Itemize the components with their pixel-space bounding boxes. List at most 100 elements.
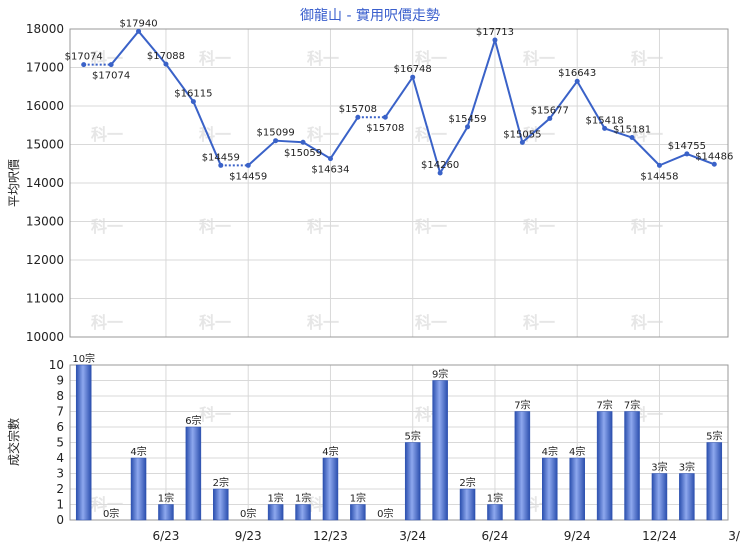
- bar-label: 3宗: [651, 461, 667, 474]
- bar-label: 1宗: [267, 492, 283, 505]
- data-point: [492, 37, 498, 43]
- data-point: [410, 74, 416, 80]
- watermark: 科一: [199, 313, 231, 332]
- y-tick-label: 10000: [26, 330, 64, 344]
- watermark: 科一: [199, 405, 231, 424]
- data-point: [108, 62, 114, 68]
- bar-label: 2宗: [459, 476, 475, 489]
- watermark: 科一: [199, 217, 231, 236]
- bar-label: 4宗: [322, 445, 338, 458]
- data-point: [190, 99, 196, 105]
- x-tick-label: 12/23: [313, 529, 348, 543]
- plot-border: [69, 28, 729, 338]
- data-point: [574, 78, 580, 84]
- bar-label: 7宗: [514, 399, 530, 412]
- series-line-segment: [439, 126, 469, 174]
- y-tick-label: 15000: [26, 138, 64, 152]
- bar: [185, 426, 202, 521]
- bar-label: 1宗: [487, 492, 503, 505]
- series-line-segment: [384, 76, 414, 118]
- data-label: $15459: [448, 114, 486, 125]
- data-point: [218, 162, 224, 168]
- y-tick-label: 14000: [26, 176, 64, 190]
- bar-label: 2宗: [213, 476, 229, 489]
- watermark: 科一: [631, 125, 663, 144]
- data-label: $17074: [65, 52, 103, 63]
- y-tick-label: 4: [56, 451, 64, 465]
- bar: [404, 442, 421, 521]
- data-point: [629, 135, 635, 141]
- data-label: $15099: [257, 128, 295, 139]
- bar-label: 10宗: [72, 352, 95, 365]
- watermark: 科一: [415, 313, 447, 332]
- data-point: [136, 28, 142, 34]
- watermark: 科一: [415, 125, 447, 144]
- y-tick-label: 12000: [26, 253, 64, 267]
- watermark: 科一: [199, 49, 231, 68]
- bar-label: 4宗: [569, 445, 585, 458]
- data-point: [519, 139, 525, 145]
- bar-label: 1宗: [158, 492, 174, 505]
- data-label: $14458: [640, 171, 678, 182]
- series-line-segment: [604, 127, 633, 139]
- watermark: 科一: [523, 313, 555, 332]
- data-label: $17713: [476, 27, 514, 38]
- data-point: [163, 61, 169, 67]
- watermark: 科一: [91, 49, 123, 68]
- plot-border: [69, 364, 729, 521]
- y-tick-label: 13000: [26, 215, 64, 229]
- bar: [295, 504, 311, 521]
- bar: [459, 488, 476, 521]
- bar-label: 6宗: [185, 414, 201, 427]
- price-y-axis-label: 平均呎價: [7, 159, 21, 207]
- bar: [514, 411, 531, 521]
- volume-chart: 科一科一科一科一科一科一0123456789106/239/2312/233/2…: [49, 352, 740, 543]
- data-point: [273, 138, 279, 144]
- series-line-segment: [659, 153, 688, 167]
- series-line-segment: [411, 76, 442, 174]
- bar-label: 0宗: [103, 507, 119, 520]
- data-point: [382, 114, 388, 120]
- data-label: $14459: [202, 152, 240, 163]
- watermark: 科一: [631, 49, 663, 68]
- watermark: 科一: [307, 313, 339, 332]
- series-line-segment: [192, 101, 222, 166]
- data-label: $15181: [613, 125, 651, 136]
- series-line-segment: [302, 141, 331, 160]
- bar: [322, 457, 339, 521]
- y-tick-label: 6: [56, 420, 64, 434]
- data-label: $16115: [174, 89, 212, 100]
- data-point: [547, 115, 553, 121]
- x-tick-label: 6/23: [152, 529, 179, 543]
- y-tick-label: 10: [49, 358, 64, 372]
- watermark: 科一: [631, 313, 663, 332]
- y-tick-label: 2: [56, 482, 64, 496]
- series-line-segment: [110, 30, 140, 66]
- volume-y-axis-label: 成交宗數: [6, 418, 21, 466]
- bar: [624, 411, 640, 521]
- y-tick-label: 16000: [26, 99, 64, 113]
- data-point: [684, 151, 690, 157]
- x-tick-label: 3/25: [728, 529, 740, 543]
- watermark: 科一: [307, 49, 339, 68]
- y-tick-label: 1: [56, 498, 64, 512]
- series-line-segment: [137, 30, 167, 65]
- y-tick-label: 17000: [26, 61, 64, 75]
- y-tick-label: 11000: [26, 292, 64, 306]
- data-point: [602, 125, 608, 131]
- bar: [569, 457, 585, 521]
- bar: [596, 411, 613, 521]
- series-line-segment: [521, 117, 551, 144]
- series-line-segment: [466, 39, 496, 128]
- bar-label: 0宗: [377, 507, 393, 520]
- watermark: 科一: [415, 49, 447, 68]
- chart-title: 御龍山 - 實用呎價走勢: [300, 7, 440, 24]
- watermark: 科一: [523, 217, 555, 236]
- series-line-segment: [247, 139, 277, 167]
- data-point: [465, 124, 471, 130]
- data-label: $17088: [147, 51, 185, 62]
- y-tick-label: 8: [56, 389, 64, 403]
- bar-label: 5宗: [706, 430, 722, 443]
